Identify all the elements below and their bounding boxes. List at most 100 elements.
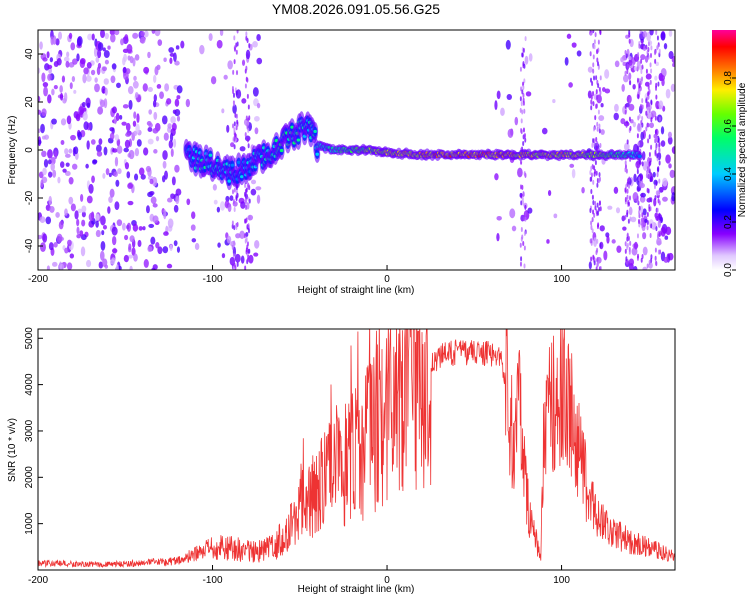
- spectrogram-noise-blob: [163, 57, 167, 62]
- spectrogram-noise-blob: [97, 42, 104, 51]
- spectrogram-noise-blob: [598, 200, 601, 206]
- snr-x-ticks: -200 -100 0 100: [28, 565, 570, 586]
- spectrogram-noise-blob: [235, 196, 238, 202]
- spectrogram-noise-blob: [654, 247, 657, 253]
- spectrogram-noise-blob: [163, 132, 169, 141]
- spectrogram-noise-blob: [227, 203, 232, 213]
- spectrogram-noise-blob: [235, 90, 238, 96]
- spectrogram-noise-blob: [97, 106, 104, 115]
- spectrogram-noise-blob: [100, 215, 106, 226]
- spectrogram-noise-blob: [233, 59, 236, 65]
- spectrogram-noise-blob: [642, 208, 647, 216]
- spectrogram-noise-blob: [520, 256, 523, 262]
- spectrogram-noise-blob: [523, 245, 526, 251]
- spectrogram-noise-blob: [596, 257, 599, 263]
- spectrogram-noise-blob: [90, 139, 96, 145]
- spectrogram-noise-blob: [527, 207, 533, 214]
- spectrogram-y-label: Frequency (Hz): [7, 116, 18, 185]
- spectrogram-noise-blob: [234, 132, 237, 138]
- spectrogram-noise-blob: [650, 45, 653, 51]
- spectrogram-noise-blob: [235, 42, 238, 48]
- spectrogram-noise-blob: [628, 206, 633, 216]
- spectrogram-noise-blob: [593, 171, 596, 177]
- spectrogram-noise-blob: [597, 109, 600, 115]
- spectrogram-noise-blob: [638, 43, 641, 49]
- spectrogram-noise-blob: [638, 205, 641, 211]
- spectrogram-noise-blob: [109, 127, 115, 132]
- spectrogram-noise-blob: [111, 148, 118, 153]
- spectrogram-noise-blob: [143, 147, 149, 156]
- spectrogram-noise-blob: [655, 82, 658, 88]
- spectrogram-noise-blob: [101, 230, 105, 236]
- spectrogram-noise-blob: [240, 201, 246, 209]
- spectrogram-noise-blob: [650, 223, 653, 229]
- spectrogram-noise-blob: [210, 76, 217, 85]
- spectrogram-noise-blob: [509, 208, 516, 219]
- spectrogram-noise-blob: [138, 167, 145, 176]
- spectrogram-noise-blob: [520, 118, 523, 124]
- spectrogram-noise-blob: [662, 105, 666, 112]
- snr-x-tick-label: -200: [28, 575, 48, 586]
- spectrogram-y-ticks: -40 -20 0 20 40: [24, 48, 43, 253]
- spectrogram-noise-blob: [652, 171, 656, 178]
- spectrogram-noise: [38, 30, 675, 270]
- spectrogram-noise-blob: [98, 138, 103, 146]
- spectrogram-noise-blob: [650, 144, 653, 150]
- spectrogram-noise-blob: [523, 230, 526, 236]
- spectrogram-x-ticks: -200 -100 0 100: [28, 265, 570, 285]
- spectrogram-noise-blob: [234, 265, 237, 270]
- spectrogram-noise-blob: [103, 98, 108, 109]
- spectrogram-x-tick-label: 100: [553, 274, 570, 285]
- spectrogram-noise-blob: [122, 57, 126, 66]
- spectrogram-noise-blob: [506, 94, 513, 100]
- spectrogram-noise-blob: [241, 59, 246, 66]
- snr-y-tick-label: 4000: [24, 373, 35, 396]
- spectrogram-noise-blob: [597, 39, 600, 45]
- spectrogram-noise-blob: [641, 64, 644, 70]
- spectrogram-noise-blob: [523, 108, 526, 114]
- spectrogram-noise-blob: [245, 236, 248, 242]
- spectrogram-noise-blob: [657, 220, 662, 228]
- spectrogram-noise-blob: [56, 233, 63, 243]
- spectrogram-noise-blob: [233, 136, 236, 142]
- spectrogram-noise-blob: [654, 58, 657, 64]
- spectrogram-noise-blob: [522, 97, 525, 103]
- spectrogram-noise-blob: [627, 183, 630, 189]
- spectrogram-noise-blob: [134, 54, 140, 61]
- spectrogram-noise-blob: [108, 172, 112, 178]
- spectrogram-noise-blob: [647, 166, 650, 172]
- spectrogram-noise-blob: [219, 30, 224, 37]
- spectrogram-noise-blob: [658, 200, 661, 206]
- spectrogram-noise-blob: [239, 230, 245, 239]
- spectrogram-noise-blob: [628, 60, 633, 66]
- snr-x-tick-label: 0: [384, 575, 390, 586]
- spectrogram-noise-blob: [248, 115, 251, 121]
- spectrogram-noise-blob: [231, 189, 234, 195]
- spectrogram-noise-blob: [621, 215, 626, 222]
- spectrogram-noise-blob: [624, 160, 627, 166]
- spectrogram-noise-blob: [91, 33, 95, 41]
- spectrogram-noise-blob: [590, 188, 593, 194]
- spectrogram-noise-blob: [132, 223, 139, 232]
- spectrogram-noise-blob: [655, 226, 658, 232]
- spectrogram-noise-blob: [88, 183, 94, 194]
- spectrogram-noise-blob: [63, 56, 70, 62]
- spectrogram-noise-blob: [115, 264, 119, 270]
- spectrogram-noise-blob: [626, 209, 629, 215]
- spectrogram-noise-blob: [123, 147, 129, 153]
- spectrogram-noise-blob: [252, 41, 258, 48]
- spectrogram-noise-blob: [641, 212, 644, 218]
- spectrogram-noise-blob: [522, 240, 525, 246]
- spectrogram-noise-blob: [597, 222, 600, 228]
- spectrogram-noise-blob: [92, 159, 98, 164]
- spectrogram-noise-blob: [589, 51, 592, 57]
- spectrogram-y-tick-label: -20: [24, 190, 35, 205]
- spectrogram-noise-blob: [645, 126, 648, 132]
- spectrogram-noise-blob: [252, 87, 259, 97]
- spectrogram-noise-blob: [648, 173, 651, 179]
- spectrogram-noise-blob: [176, 85, 183, 94]
- spectrogram-noise-blob: [595, 49, 598, 55]
- spectrogram-noise-blob: [522, 190, 525, 196]
- spectrogram-noise-blob: [229, 256, 236, 266]
